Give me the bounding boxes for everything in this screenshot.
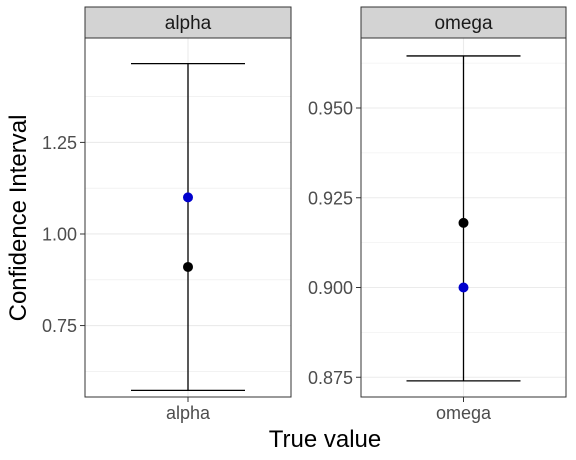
- y-tick-label: 0.75: [42, 316, 77, 336]
- estimate-point: [458, 217, 469, 228]
- strip-label: omega: [434, 13, 493, 34]
- y-axis-title: Confidence Interval: [5, 115, 32, 322]
- true-value-point: [458, 282, 469, 293]
- y-tick-label: 1.25: [42, 133, 77, 153]
- strip-background: [84, 6, 292, 39]
- strip-background: [360, 6, 567, 39]
- y-tick-label: 0.900: [308, 278, 353, 298]
- x-axis-title: True value: [269, 426, 382, 453]
- x-tick-label: alpha: [166, 403, 211, 423]
- strip-label: alpha: [165, 13, 212, 34]
- panel-omega: 0.875 0.900 0.925 0.950 omega omega: [308, 6, 567, 423]
- y-tick-label: 1.00: [42, 224, 77, 244]
- estimate-point: [183, 261, 193, 272]
- x-tick-label: omega: [436, 403, 492, 423]
- y-tick-label: 0.950: [308, 99, 353, 119]
- y-tick-label: 0.875: [308, 368, 353, 388]
- true-value-point: [183, 192, 193, 203]
- y-tick-label: 0.925: [308, 188, 353, 208]
- panels-layer: 0.75 1.00 1.25 alpha alpha 0.875 0.900 0.925 0.9…: [42, 6, 567, 423]
- panel-alpha: 0.75 1.00 1.25 alpha alpha: [42, 6, 292, 423]
